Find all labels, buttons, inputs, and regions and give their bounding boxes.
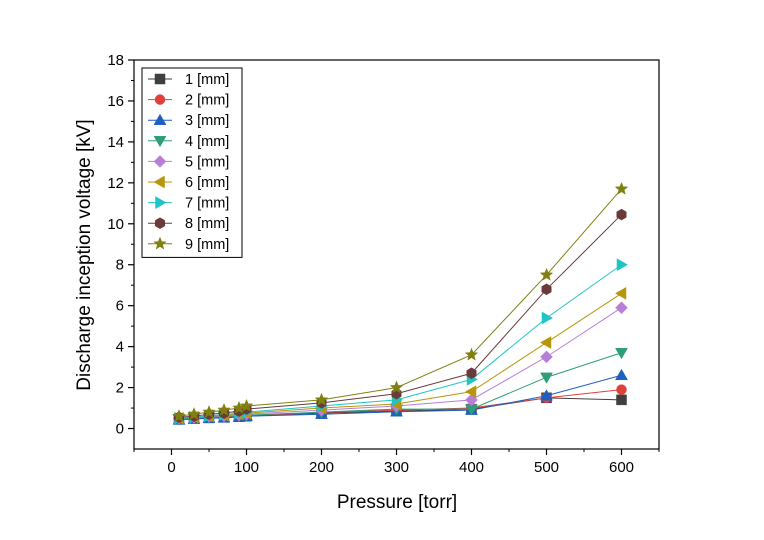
data-point [540, 372, 553, 384]
legend-label: 1 [mm] [185, 72, 229, 88]
series-layer [172, 181, 629, 426]
legend-marker [153, 113, 167, 125]
y-tick-label: 4 [116, 339, 124, 356]
legend-label: 8 [mm] [185, 216, 229, 232]
y-tick-label: 10 [107, 216, 124, 233]
data-point [464, 385, 477, 399]
x-tick-label: 200 [309, 459, 334, 476]
data-point [615, 348, 628, 360]
data-point [616, 384, 627, 395]
data-point [217, 402, 231, 416]
legend-entry: 7 [mm] [148, 196, 229, 212]
legend-entry: 2 [mm] [148, 93, 229, 109]
legend-entry: 6 [mm] [148, 175, 229, 191]
legend-marker [153, 136, 167, 148]
data-point [615, 301, 628, 315]
legend-entry: 5 [mm] [148, 154, 229, 170]
y-tick-label: 18 [107, 52, 124, 69]
axes: 0 100 200 300 400 500 600 0 2 4 6 8 10 12 14 16 18 [107, 52, 660, 476]
data-point [539, 336, 552, 349]
data-point [616, 208, 627, 221]
data-point [314, 392, 329, 406]
x-axis-title: Pressure [torr] [337, 492, 457, 513]
series-7 [174, 258, 629, 425]
x-tick-label: 500 [534, 459, 559, 476]
legend-label: 2 [mm] [185, 93, 229, 109]
x-tick-label: 0 [167, 459, 175, 476]
legend-marker [153, 175, 165, 189]
legend-entry: 4 [mm] [148, 134, 229, 150]
data-point [614, 286, 627, 300]
legend-marker [154, 217, 166, 229]
legend-marker [153, 155, 167, 168]
series-9 [172, 181, 629, 423]
data-point [239, 398, 254, 412]
data-point [539, 267, 554, 281]
data-point [541, 283, 552, 296]
data-point [464, 347, 479, 361]
legend-entry: 9 [mm] [148, 236, 229, 253]
y-tick-label: 0 [116, 421, 124, 438]
legend-label: 9 [mm] [185, 237, 229, 253]
x-tick-label: 100 [234, 459, 259, 476]
legend-marker [154, 73, 166, 85]
legend-entry: 1 [mm] [148, 72, 229, 88]
data-point [540, 389, 553, 401]
y-tick-label: 12 [107, 175, 124, 192]
legend-marker [155, 196, 167, 210]
data-point [614, 181, 629, 195]
data-point [540, 350, 553, 364]
data-point [172, 409, 186, 423]
legend-label: 5 [mm] [185, 154, 229, 170]
data-point [541, 311, 554, 325]
legend-entry: 8 [mm] [148, 216, 229, 232]
series-line [178, 188, 622, 417]
data-point [187, 407, 201, 421]
legend-label: 4 [mm] [185, 134, 229, 150]
y-tick-label: 2 [116, 380, 124, 397]
legend-marker [154, 94, 166, 105]
data-point [615, 368, 628, 381]
x-tick-label: 600 [609, 459, 634, 476]
data-point [616, 258, 629, 272]
data-point [202, 404, 216, 418]
y-tick-label: 6 [116, 298, 124, 315]
legend-marker [153, 236, 167, 250]
y-axis-title: Discharge inception voltage [kV] [74, 119, 95, 390]
y-tick-label: 14 [107, 134, 124, 151]
data-point [616, 394, 627, 406]
data-point [466, 367, 477, 380]
legend-label: 3 [mm] [185, 113, 229, 129]
legend-label: 6 [mm] [185, 175, 229, 191]
x-tick-label: 400 [459, 459, 484, 476]
y-tick-label: 16 [107, 93, 124, 110]
x-tick-label: 300 [384, 459, 409, 476]
legend-label: 7 [mm] [185, 196, 229, 212]
legend: 1 [mm] 2 [mm] 3 [mm] 4 [mm] 5 [mm] 6 [mm] 7 [m… [141, 67, 243, 258]
legend-entry: 3 [mm] [148, 113, 229, 129]
data-point [389, 380, 404, 394]
y-tick-label: 8 [116, 257, 124, 274]
